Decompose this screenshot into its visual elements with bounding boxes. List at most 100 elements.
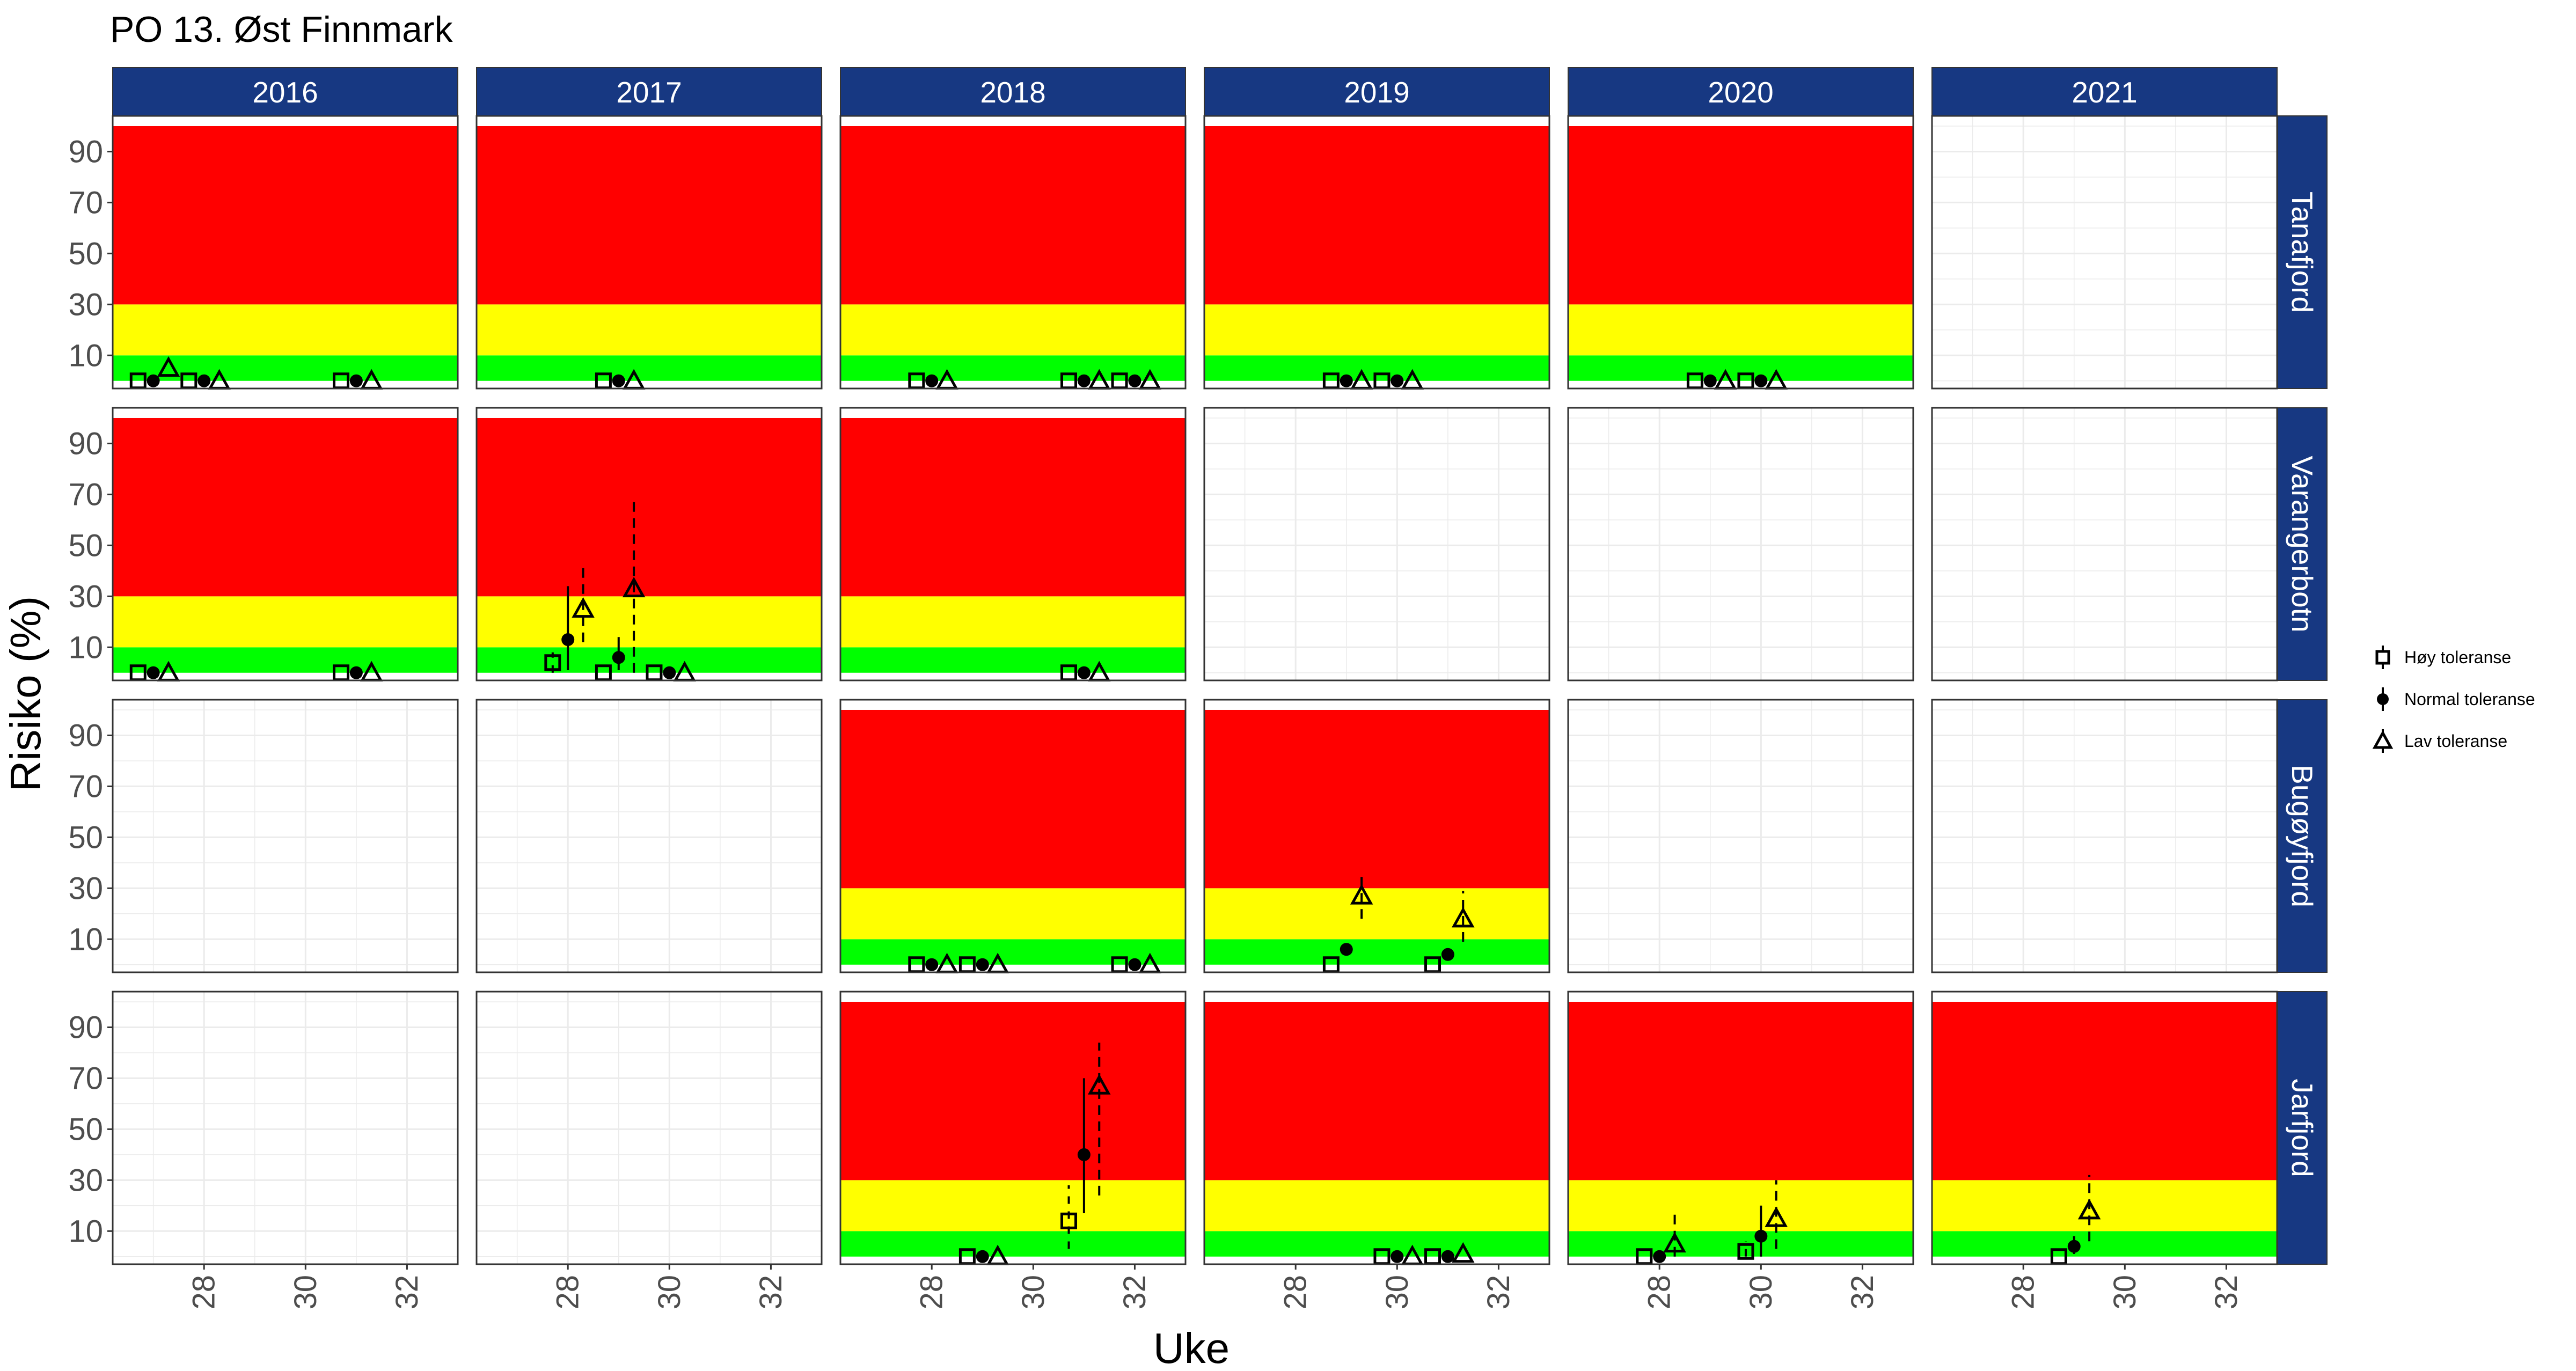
band-red-bugoyfjord-2018 [840,709,1185,889]
y-tick-label-r0-30: 30 [68,287,103,322]
y-axis-title: Risiko (%) [2,596,49,791]
panel-bg-bugoyfjord-2016 [113,700,458,972]
y-tick-label-r2-10: 10 [68,922,103,957]
band-red-bugoyfjord-2019 [1204,709,1549,889]
point-normal-jarfjord-2020-1 [1653,1250,1666,1263]
panel-border-varangerbotn-2020 [1567,407,1914,681]
panel-bg-bugoyfjord-2020 [1568,700,1913,972]
panel-border-varangerbotn-2017 [475,407,823,681]
panel-border-jarfjord-2018 [839,991,1187,1265]
y-tick-label-r2-90: 90 [68,718,103,753]
panel-border-bugoyfjord-2019 [1203,699,1550,973]
x-tick-label-c5-30: 30 [2107,1275,2142,1310]
point-normal-tanafjord-2018-4 [1077,374,1091,387]
point-lav-bugoyfjord-2019-2 [1350,884,1373,905]
point-normal-tanafjord-2020-4 [1754,374,1768,387]
y-tick-label-r0-50: 50 [68,236,103,271]
point-hoy-jarfjord-2020-3 [1737,1243,1754,1260]
band-green-jarfjord-2018 [840,1231,1185,1257]
band-red-tanafjord-2016 [113,126,458,305]
strip-label-2016: 2016 [252,76,318,109]
y-tick-label-r3-90: 90 [68,1010,103,1045]
band-yellow-varangerbotn-2018 [840,596,1185,648]
strip-label-2021: 2021 [2072,76,2137,109]
y-tick-label-r3-10: 10 [68,1214,103,1249]
band-red-jarfjord-2018 [840,1001,1185,1181]
band-yellow-varangerbotn-2016 [113,596,458,648]
x-tick-label-c2-28: 28 [914,1275,949,1310]
band-yellow-tanafjord-2017 [477,304,822,356]
point-lav-varangerbotn-2017-5 [622,576,646,598]
panel-border-varangerbotn-2019 [1203,407,1550,681]
panel-border-varangerbotn-2016 [112,407,459,681]
strip-2017 [476,67,822,116]
panel-border-bugoyfjord-2017 [475,699,823,973]
strip-label-2018: 2018 [980,76,1045,109]
band-green-tanafjord-2018 [840,355,1185,381]
x-tick-label-c3-32: 32 [1481,1275,1516,1310]
point-lav-jarfjord-2018-5 [1088,1074,1111,1095]
y-tick-label-r3-50: 50 [68,1112,103,1147]
x-tick-label-c5-28: 28 [2006,1275,2041,1310]
y-tick-label-r1-50: 50 [68,528,103,563]
y-tick-label-r1-30: 30 [68,579,103,614]
x-tick-label-c1-28: 28 [551,1275,586,1310]
chart-title: PO 13. Øst Finnmark [110,9,453,50]
x-tick-label-c3-28: 28 [1278,1275,1313,1310]
strip-label-2020: 2020 [1708,76,1773,109]
band-red-jarfjord-2019 [1204,1001,1549,1181]
point-normal-varangerbotn-2017-1 [561,633,575,647]
point-normal-varangerbotn-2017-4 [612,651,625,664]
y-tick-label-r1-10: 10 [68,630,103,665]
x-tick-label-c1-32: 32 [753,1275,788,1310]
strip-bugoyfjord [2277,699,2328,973]
band-green-bugoyfjord-2018 [840,939,1185,965]
point-normal-tanafjord-2016-7 [349,374,363,387]
point-normal-bugoyfjord-2018-1 [925,958,939,971]
band-red-tanafjord-2017 [477,126,822,305]
point-normal-varangerbotn-2018-1 [1077,666,1091,679]
point-lav-jarfjord-2020-5 [1765,1206,1788,1227]
x-tick-label-c0-32: 32 [390,1275,425,1310]
x-axis-title: Uke [1153,1324,1230,1368]
point-lav-bugoyfjord-2019-5 [1452,907,1475,928]
y-tick-label-r2-70: 70 [68,769,103,804]
x-tick-label-c0-30: 30 [288,1275,323,1310]
panel-bg-bugoyfjord-2021 [1932,700,2277,972]
y-tick-label-r3-30: 30 [68,1163,103,1198]
band-green-jarfjord-2021 [1932,1231,2277,1257]
y-tick-label-r0-10: 10 [68,338,103,373]
band-yellow-jarfjord-2019 [1204,1180,1549,1231]
point-normal-bugoyfjord-2019-1 [1340,943,1353,956]
panel-bg-jarfjord-2016 [113,992,458,1264]
point-normal-bugoyfjord-2018-4 [976,958,989,971]
point-lav-jarfjord-2019-5 [1452,1242,1475,1263]
panel-border-bugoyfjord-2016 [112,699,459,973]
strip-label-varangerbotn: Varangerbotn [2286,456,2319,632]
strip-2018 [840,67,1186,116]
point-normal-tanafjord-2016-4 [197,374,211,387]
panel-border-jarfjord-2017 [475,991,823,1265]
band-yellow-jarfjord-2020 [1568,1180,1913,1231]
point-normal-bugoyfjord-2018-7 [1128,958,1141,971]
panel-border-bugoyfjord-2020 [1567,699,1914,973]
band-yellow-varangerbotn-2017 [477,596,822,648]
band-red-varangerbotn-2018 [840,417,1185,597]
band-yellow-jarfjord-2021 [1932,1180,2277,1231]
band-yellow-tanafjord-2016 [113,304,458,356]
band-yellow-tanafjord-2020 [1568,304,1913,356]
band-yellow-jarfjord-2018 [840,1180,1185,1231]
band-green-varangerbotn-2017 [477,647,822,673]
panel-border-jarfjord-2016 [112,991,459,1265]
legend-key-hoy [2375,650,2390,665]
point-normal-varangerbotn-2017-7 [663,666,676,679]
strip-label-2019: 2019 [1344,76,1409,109]
strip-label-bugoyfjord: Bugøyfjord [2286,765,2319,907]
point-hoy-jarfjord-2018-3 [1060,1212,1078,1229]
panel-bg-bugoyfjord-2017 [477,700,822,972]
legend-key-normal [2377,693,2389,705]
x-tick-label-c5-32: 32 [2209,1275,2244,1310]
y-tick-label-r1-70: 70 [68,477,103,512]
y-tick-label-r2-50: 50 [68,820,103,855]
